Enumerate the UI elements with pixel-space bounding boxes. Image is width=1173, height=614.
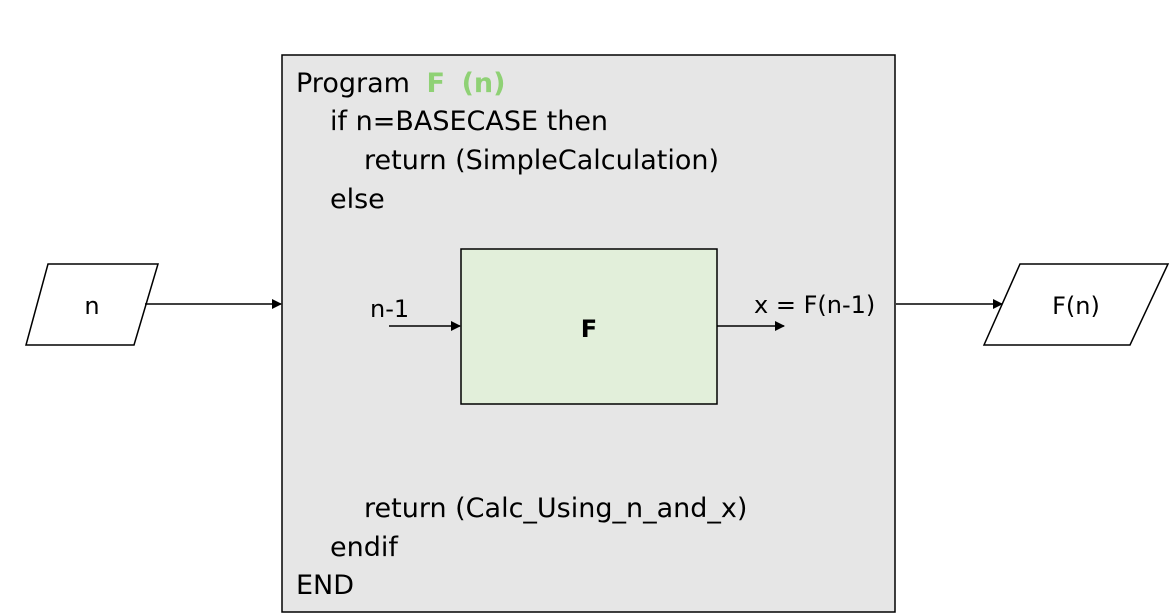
- input-label: n: [84, 292, 99, 320]
- program-func-param: (n): [462, 68, 506, 99]
- code-line-else: else: [330, 184, 385, 215]
- code-line-endif: endif: [330, 532, 399, 563]
- input-parallelogram: [25, 263, 160, 346]
- inner-output-label: x = F(n-1): [754, 291, 875, 319]
- inner-function-label: F: [581, 315, 597, 343]
- output-node: F(n): [982, 263, 1170, 346]
- output-label: F(n): [1052, 292, 1100, 320]
- code-line-return-calc: return (Calc_Using_n_and_x): [364, 493, 747, 524]
- program-func-name: F: [427, 68, 445, 99]
- program-keyword: Program: [296, 68, 410, 99]
- code-line-return-simple: return (SimpleCalculation): [364, 145, 719, 176]
- code-line-if: if n=BASECASE then: [330, 106, 608, 137]
- program-header: Program F (n): [296, 68, 505, 99]
- inner-input-label: n-1: [370, 295, 409, 323]
- input-node: n: [25, 263, 160, 346]
- inner-function-box: [460, 248, 718, 405]
- code-line-end: END: [296, 570, 354, 601]
- output-parallelogram: [982, 263, 1170, 346]
